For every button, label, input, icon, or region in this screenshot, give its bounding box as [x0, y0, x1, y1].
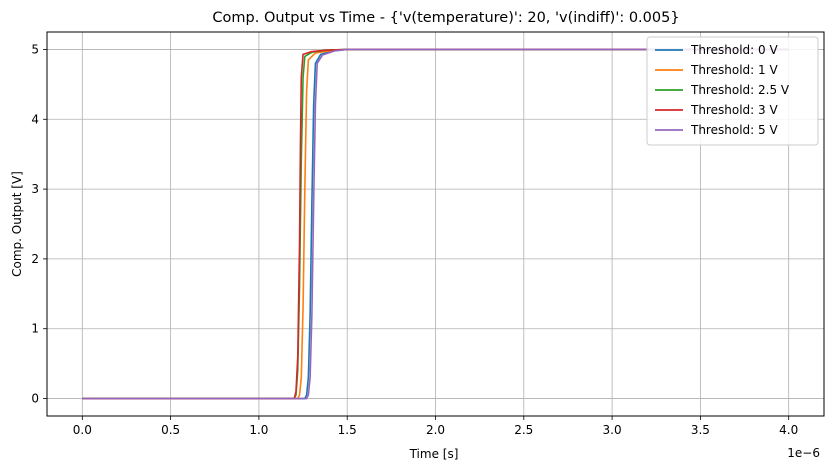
legend: Threshold: 0 V Threshold: 1 V Threshold: 2…: [646, 36, 819, 146]
x-offset-label: 1e−6: [787, 446, 820, 460]
x-tick-label: 0.5: [161, 423, 180, 437]
series-line-3: [82, 48, 789, 400]
y-tick-label: 3: [31, 182, 39, 196]
legend-label: Threshold: 3 V: [690, 103, 778, 117]
axis-ticks: 0.0 0.5 1.0 1.5 2.0 2.5 3.0 3.5 4.0 0 1 2 3 4 5: [31, 42, 798, 437]
legend-label: Threshold: 1 V: [690, 63, 778, 77]
x-tick-label: 1.5: [338, 423, 357, 437]
y-tick-label: 5: [31, 42, 39, 56]
x-axis-label: Time [s]: [409, 447, 459, 461]
legend-box: [646, 36, 819, 146]
y-tick-label: 2: [31, 252, 39, 266]
chart-title: Comp. Output vs Time - {'v(temperature)'…: [212, 10, 679, 26]
series-lines: [82, 48, 789, 400]
x-tick-label: 4.0: [779, 423, 798, 437]
x-tick-label: 3.0: [603, 423, 622, 437]
y-axis-label: Comp. Output [V]: [10, 171, 24, 277]
y-tick-label: 0: [31, 392, 39, 406]
y-tick-label: 1: [31, 322, 39, 336]
x-tick-label: 0.0: [73, 423, 92, 437]
x-tick-label: 3.5: [691, 423, 710, 437]
series-line-4: [82, 48, 789, 400]
legend-label: Threshold: 5 V: [690, 123, 778, 137]
y-tick-label: 4: [31, 112, 39, 126]
x-tick-label: 2.0: [426, 423, 445, 437]
x-tick-label: 2.5: [514, 423, 533, 437]
legend-label: Threshold: 2.5 V: [690, 83, 790, 97]
x-tick-label: 1.0: [249, 423, 268, 437]
legend-label: Threshold: 0 V: [690, 43, 778, 57]
